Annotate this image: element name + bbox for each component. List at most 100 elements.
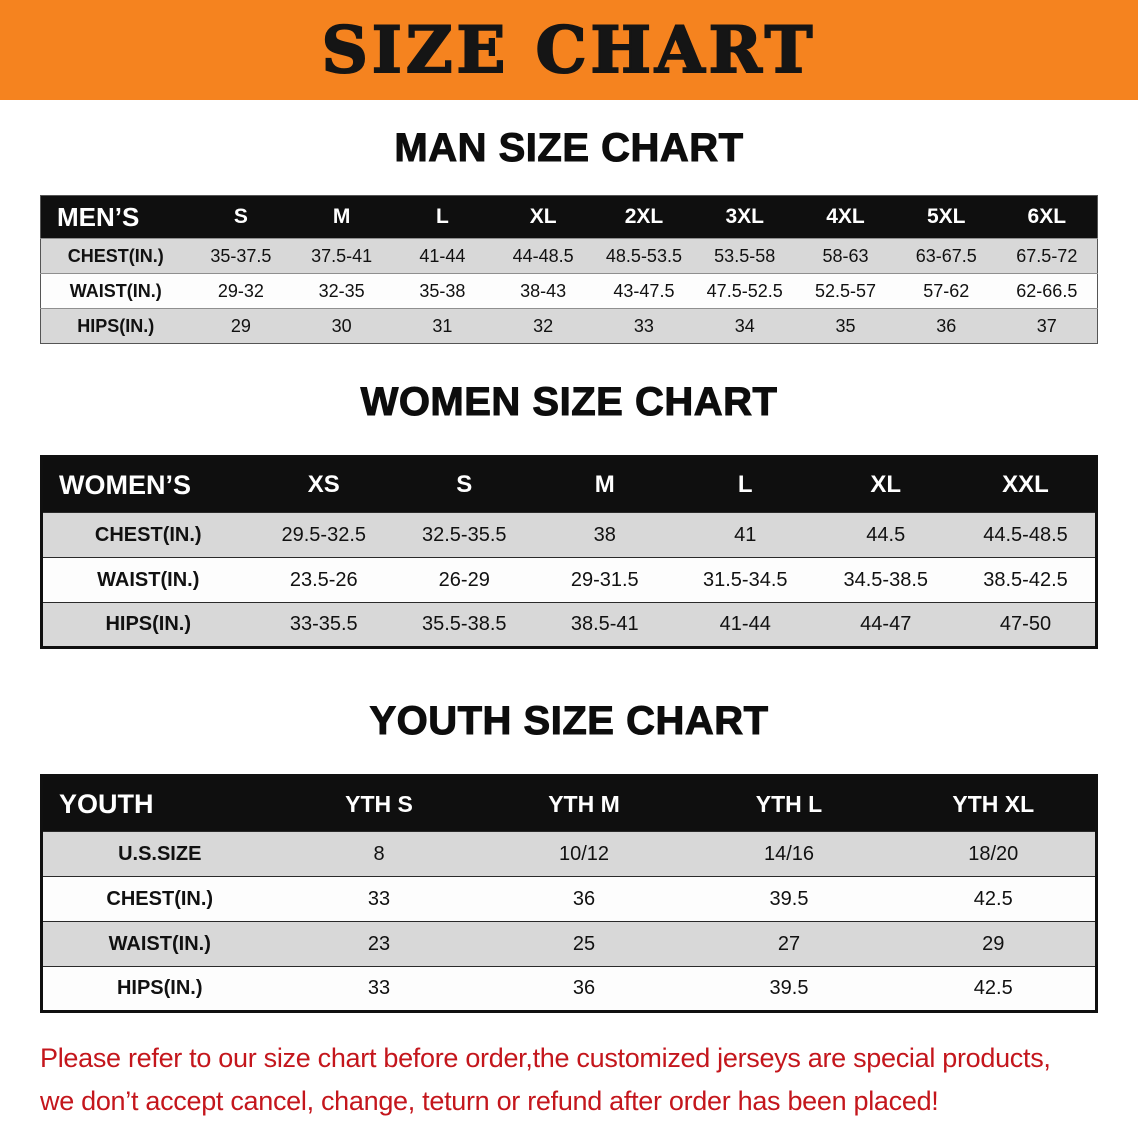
size-column-header: 5XL bbox=[895, 195, 997, 239]
size-value-cell: 29 bbox=[891, 921, 1097, 967]
size-value-cell: 32 bbox=[492, 308, 594, 344]
size-column-header: M bbox=[534, 456, 675, 513]
size-column-header: L bbox=[392, 195, 493, 239]
measurement-label: CHEST(IN.) bbox=[40, 238, 191, 274]
size-value-cell: 36 bbox=[895, 308, 997, 344]
footer-note-line-1: Please refer to our size chart before or… bbox=[40, 1043, 1051, 1073]
size-value-cell: 14/16 bbox=[686, 831, 892, 877]
size-value-cell: 10/12 bbox=[481, 831, 687, 877]
size-value-cell: 48.5-53.5 bbox=[593, 238, 695, 274]
size-value-cell: 52.5-57 bbox=[795, 273, 896, 309]
size-value-cell: 36 bbox=[481, 966, 687, 1012]
size-value-cell: 18/20 bbox=[891, 831, 1097, 877]
size-column-header: 2XL bbox=[593, 195, 695, 239]
size-value-cell: 32-35 bbox=[291, 273, 393, 309]
size-value-cell: 37.5-41 bbox=[291, 238, 393, 274]
table-row: U.S.SIZE 8 10/12 14/16 18/20 bbox=[41, 831, 1097, 877]
size-value-cell: 53.5-58 bbox=[694, 238, 796, 274]
measurement-label: HIPS(IN.) bbox=[41, 966, 277, 1012]
table-row: WAIST(IN.) 23.5-26 26-29 29-31.5 31.5-34.5 34… bbox=[41, 557, 1097, 603]
measurement-label: HIPS(IN.) bbox=[40, 308, 191, 344]
size-column-header: YTH M bbox=[481, 775, 687, 832]
size-value-cell: 41-44 bbox=[392, 238, 493, 274]
table-header-row: MEN’S S M L XL 2XL 3XL 4XL 5XL 6XL bbox=[40, 195, 1098, 239]
table-row: HIPS(IN.) 33 36 39.5 42.5 bbox=[41, 966, 1097, 1012]
size-value-cell: 30 bbox=[291, 308, 393, 344]
size-value-cell: 41 bbox=[675, 512, 816, 558]
size-value-cell: 29-31.5 bbox=[534, 557, 675, 603]
size-value-cell: 34.5-38.5 bbox=[815, 557, 956, 603]
size-value-cell: 44-48.5 bbox=[492, 238, 594, 274]
size-value-cell: 47.5-52.5 bbox=[694, 273, 796, 309]
size-column-header: 4XL bbox=[795, 195, 896, 239]
size-value-cell: 29.5-32.5 bbox=[253, 512, 394, 558]
table-row: CHEST(IN.) 33 36 39.5 42.5 bbox=[41, 876, 1097, 922]
table-row: WAIST(IN.) 23 25 27 29 bbox=[41, 921, 1097, 967]
size-value-cell: 37 bbox=[996, 308, 1098, 344]
footer-note: Please refer to our size chart before or… bbox=[40, 1037, 1138, 1123]
size-value-cell: 62-66.5 bbox=[996, 273, 1098, 309]
size-value-cell: 42.5 bbox=[891, 876, 1097, 922]
size-column-header: XL bbox=[815, 456, 956, 513]
women-size-table: WOMEN’S XS S M L XL XXL CHEST(IN.) 29.5-32.5 32.5… bbox=[40, 455, 1098, 649]
size-value-cell: 33 bbox=[276, 966, 482, 1012]
size-value-cell: 33-35.5 bbox=[253, 602, 394, 648]
size-value-cell: 34 bbox=[694, 308, 796, 344]
measurement-label: U.S.SIZE bbox=[41, 831, 277, 877]
size-value-cell: 38.5-42.5 bbox=[956, 557, 1097, 603]
size-column-header: S bbox=[394, 456, 535, 513]
size-value-cell: 57-62 bbox=[895, 273, 997, 309]
size-column-header: YTH XL bbox=[891, 775, 1097, 832]
size-column-header: XS bbox=[253, 456, 394, 513]
table-row: CHEST(IN.) 35-37.5 37.5-41 41-44 44-48.5 48.5… bbox=[40, 238, 1098, 274]
footer-note-line-2: we don’t accept cancel, change, teturn o… bbox=[40, 1086, 939, 1117]
size-value-cell: 41-44 bbox=[675, 602, 816, 648]
size-value-cell: 44.5-48.5 bbox=[956, 512, 1097, 558]
table-header-row: WOMEN’S XS S M L XL XXL bbox=[41, 456, 1097, 513]
measurement-label: WAIST(IN.) bbox=[41, 921, 277, 967]
size-value-cell: 44.5 bbox=[815, 512, 956, 558]
size-value-cell: 36 bbox=[481, 876, 687, 922]
size-value-cell: 47-50 bbox=[956, 602, 1097, 648]
size-value-cell: 35-37.5 bbox=[190, 238, 292, 274]
size-value-cell: 35.5-38.5 bbox=[394, 602, 535, 648]
table-row: HIPS(IN.) 29 30 31 32 33 34 35 36 37 bbox=[40, 308, 1098, 344]
measurement-label: HIPS(IN.) bbox=[41, 602, 254, 648]
size-value-cell: 8 bbox=[276, 831, 482, 877]
size-value-cell: 58-63 bbox=[795, 238, 896, 274]
size-value-cell: 35-38 bbox=[392, 273, 493, 309]
size-column-header: S bbox=[190, 195, 292, 239]
size-value-cell: 29 bbox=[190, 308, 292, 344]
size-value-cell: 42.5 bbox=[891, 966, 1097, 1012]
size-column-header: XL bbox=[492, 195, 594, 239]
banner: SIZE CHART bbox=[0, 0, 1138, 100]
size-value-cell: 35 bbox=[795, 308, 896, 344]
size-value-cell: 25 bbox=[481, 921, 687, 967]
size-column-header: YTH L bbox=[686, 775, 892, 832]
size-column-header: XXL bbox=[956, 456, 1097, 513]
size-value-cell: 43-47.5 bbox=[593, 273, 695, 309]
size-value-cell: 38.5-41 bbox=[534, 602, 675, 648]
measurement-label: WAIST(IN.) bbox=[41, 557, 254, 603]
size-value-cell: 23 bbox=[276, 921, 482, 967]
size-column-header: L bbox=[675, 456, 816, 513]
measurement-label: CHEST(IN.) bbox=[41, 876, 277, 922]
size-column-header: M bbox=[291, 195, 393, 239]
size-value-cell: 32.5-35.5 bbox=[394, 512, 535, 558]
size-value-cell: 39.5 bbox=[686, 966, 892, 1012]
table-group-label: WOMEN’S bbox=[41, 456, 254, 513]
size-value-cell: 67.5-72 bbox=[996, 238, 1098, 274]
banner-title: SIZE CHART bbox=[321, 12, 817, 89]
size-value-cell: 31.5-34.5 bbox=[675, 557, 816, 603]
size-column-header: 3XL bbox=[694, 195, 796, 239]
table-group-label: MEN’S bbox=[40, 195, 191, 239]
size-value-cell: 44-47 bbox=[815, 602, 956, 648]
table-group-label: YOUTH bbox=[41, 775, 277, 832]
size-value-cell: 33 bbox=[593, 308, 695, 344]
size-value-cell: 39.5 bbox=[686, 876, 892, 922]
section-heading-women: WOMEN SIZE CHART bbox=[360, 380, 778, 425]
table-header-row: YOUTH YTH S YTH M YTH L YTH XL bbox=[41, 775, 1097, 832]
table-row: CHEST(IN.) 29.5-32.5 32.5-35.5 38 41 44.5 44.5… bbox=[41, 512, 1097, 558]
size-value-cell: 38 bbox=[534, 512, 675, 558]
